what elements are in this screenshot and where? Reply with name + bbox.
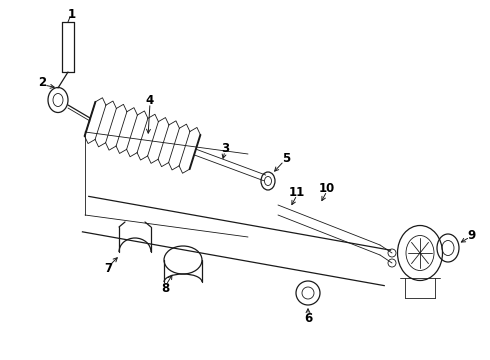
Text: 11: 11: [289, 185, 305, 198]
Text: 9: 9: [468, 229, 476, 242]
Text: 2: 2: [38, 76, 46, 89]
Text: 4: 4: [146, 94, 154, 107]
Text: 8: 8: [161, 282, 169, 294]
Text: 10: 10: [319, 181, 335, 194]
Text: 7: 7: [104, 261, 112, 274]
Text: 6: 6: [304, 311, 312, 324]
Text: 3: 3: [221, 141, 229, 154]
Text: 1: 1: [68, 8, 76, 21]
Text: 5: 5: [282, 152, 290, 165]
